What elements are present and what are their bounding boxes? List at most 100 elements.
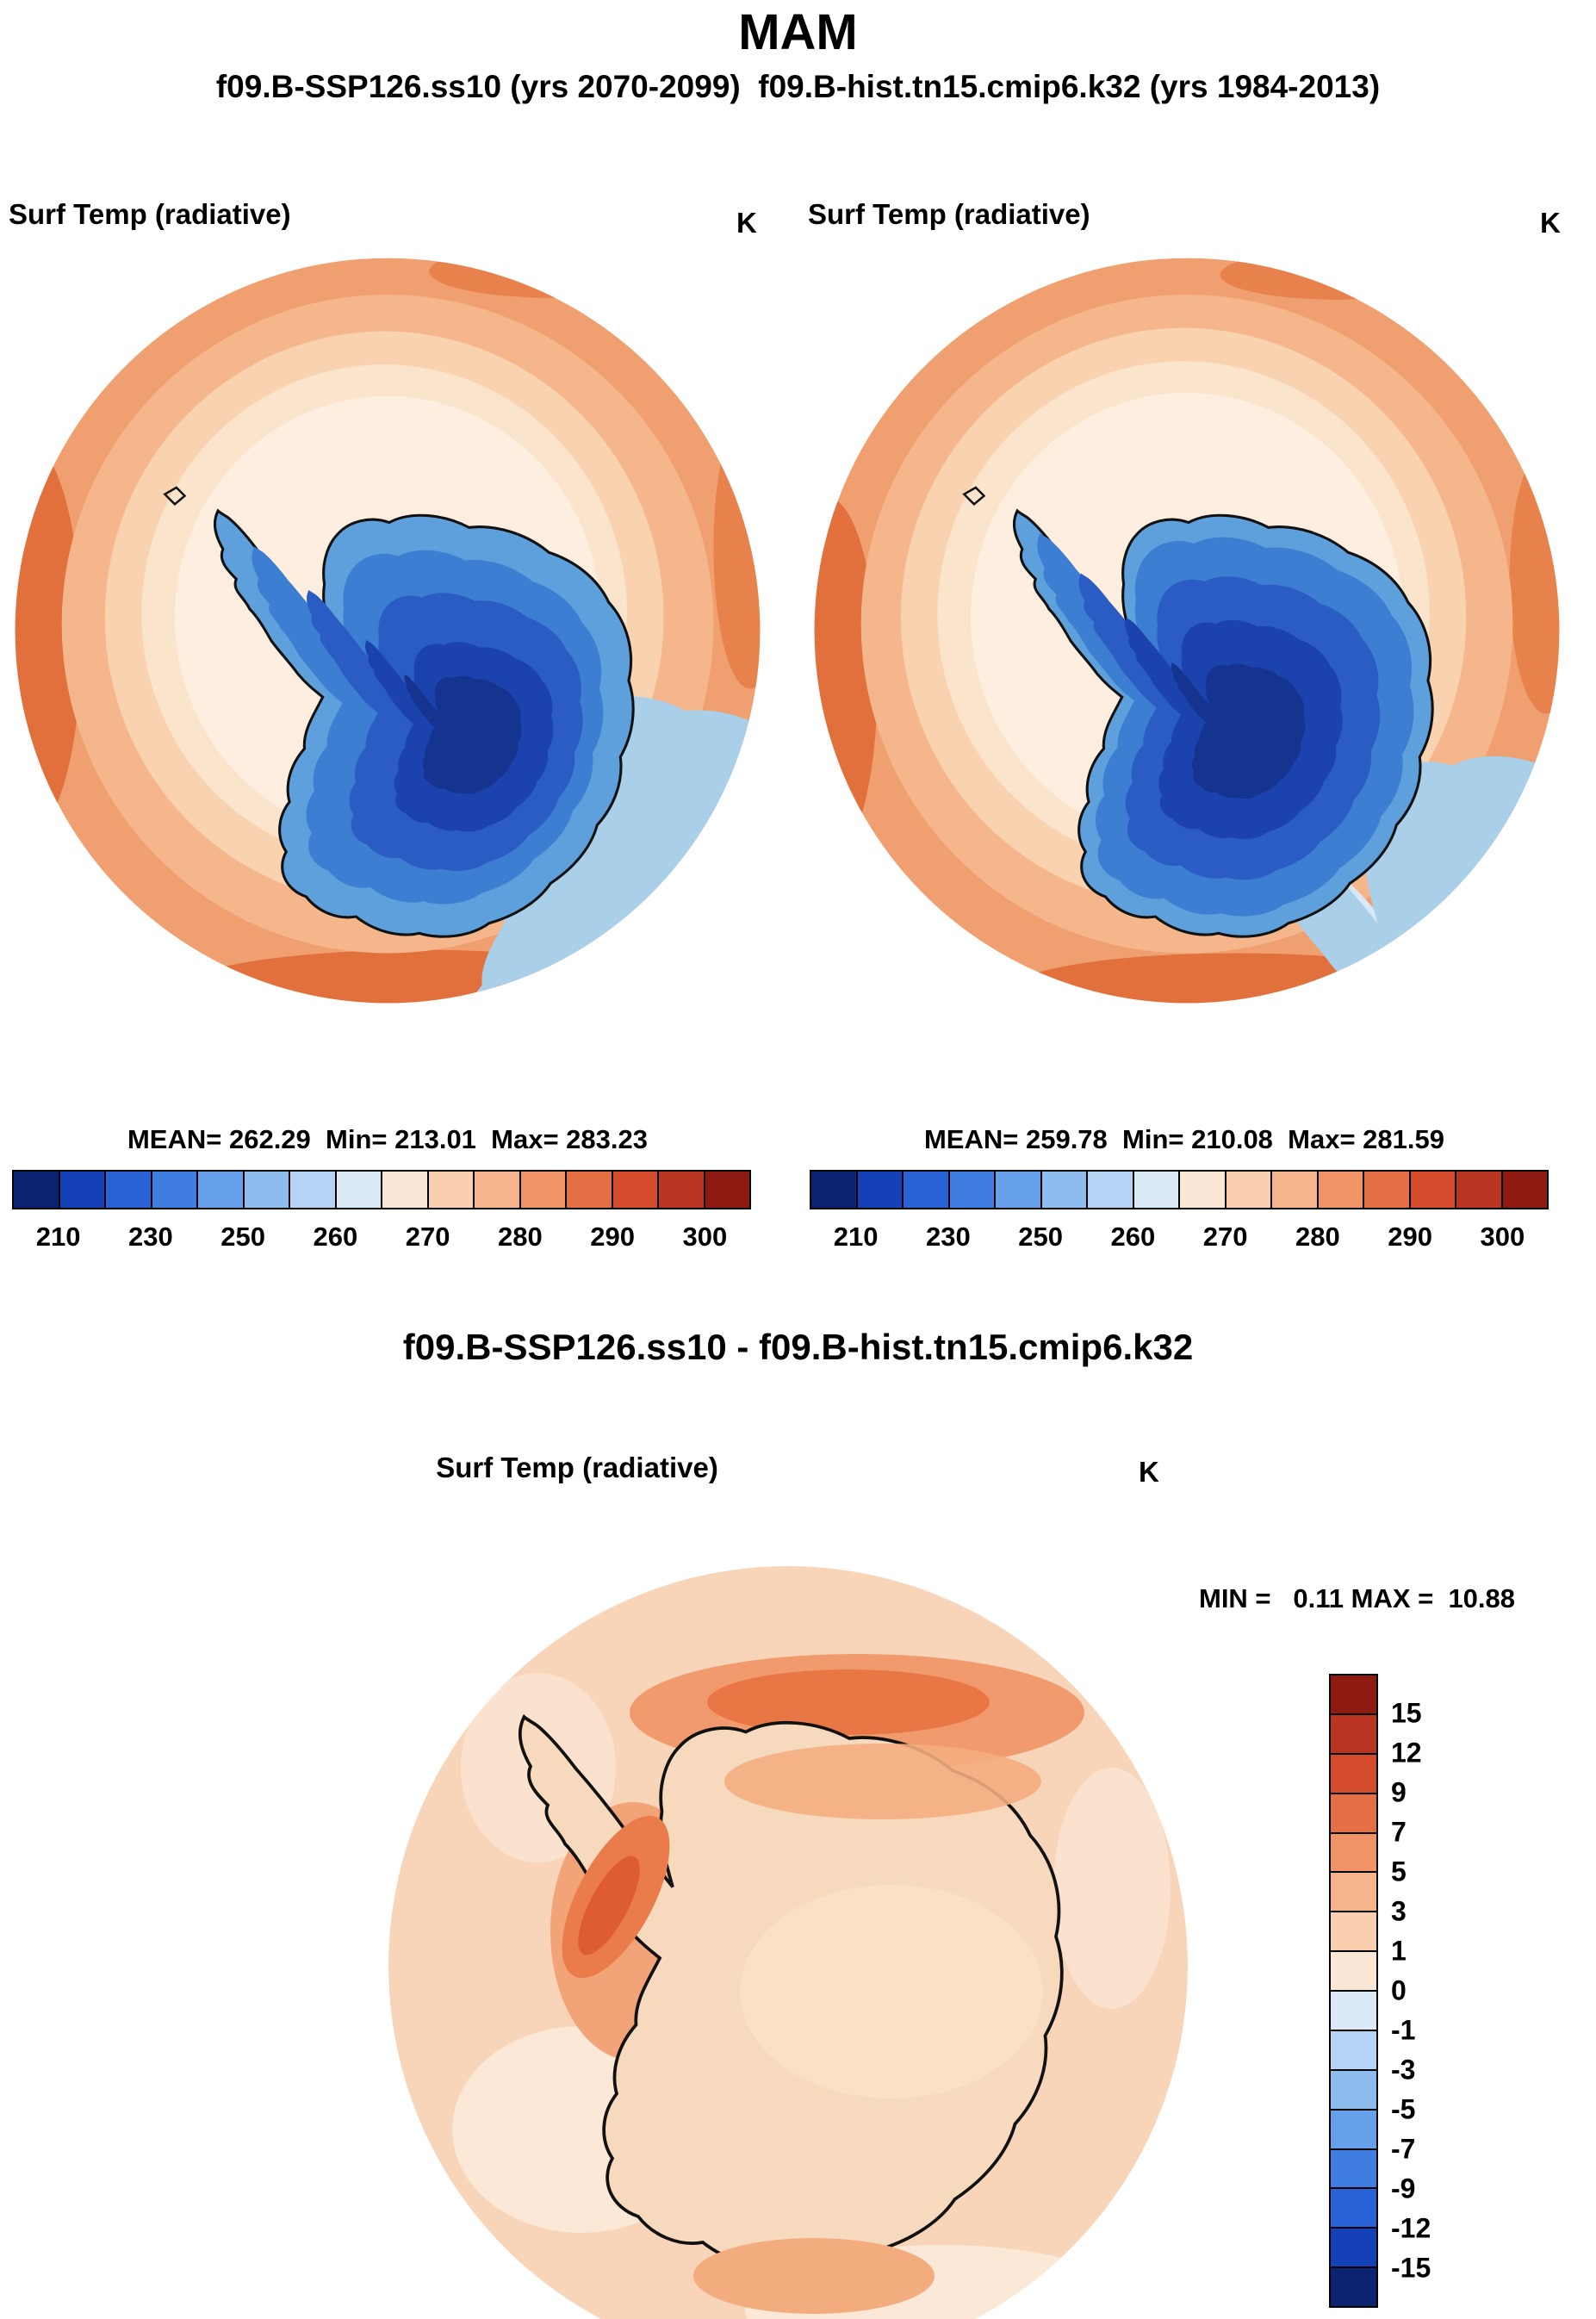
colorbar-tick-label: 230: [926, 1222, 971, 1252]
colorbar-diff: [1329, 1674, 1378, 2308]
island-fragment: [163, 486, 187, 506]
right-panel-stats: MEAN= 259.78 Min= 210.08 Max= 281.59: [923, 1124, 1444, 1154]
diff-panel-variable-label: Surf Temp (radiative): [436, 1452, 718, 1483]
colorbar-cell: [14, 1172, 59, 1208]
colorbar-cell: [611, 1172, 657, 1208]
diff-panel-stats: MIN = 0.11 MAX = 10.88: [1199, 1583, 1516, 1613]
colorbar-cell: [1316, 1172, 1363, 1208]
colorbar-cell: [1224, 1172, 1270, 1208]
colorbar-tick-label: -7: [1391, 2133, 1416, 2165]
colorbar-diff-ticks: 15 12 9 7 5 3 1 0 -1 -3 -5 -7 -9 -12 -15: [1391, 1674, 1469, 2308]
colorbar-cell: [1455, 1172, 1501, 1208]
colorbar-cell: [1331, 1950, 1376, 1990]
map-right-surf-temp: [814, 258, 1560, 1004]
colorbar-tick-label: 210: [35, 1222, 81, 1252]
colorbar-cell: [657, 1172, 704, 1208]
colorbar-tick-label: 260: [313, 1222, 358, 1252]
colorbar-cell: [1040, 1172, 1086, 1208]
colorbar-cell: [334, 1172, 381, 1208]
colorbar-cell: [811, 1172, 856, 1208]
colorbar-cell: [381, 1172, 427, 1208]
colorbar-cell: [1331, 2068, 1376, 2109]
colorbar-cell: [1132, 1172, 1178, 1208]
colorbar-tick-label: 300: [682, 1222, 728, 1252]
colorbar-tick-label: 1: [1391, 1935, 1407, 1967]
colorbar-tick-label: -9: [1391, 2173, 1416, 2204]
colorbar-tick-label: 0: [1391, 1974, 1407, 2006]
colorbar-cell: [1331, 1752, 1376, 1793]
colorbar-cell: [1178, 1172, 1225, 1208]
colorbar-cell: [1331, 2108, 1376, 2148]
colorbar-tick-label: 5: [1391, 1856, 1407, 1887]
colorbar-cell: [1331, 1676, 1376, 1713]
colorbar-cell: [1331, 1713, 1376, 1753]
right-panel-units: K: [1540, 207, 1561, 239]
map-diff-surf-temp: [388, 1566, 1188, 2319]
colorbar-cell: [1363, 1172, 1409, 1208]
colorbar-cell: [1331, 2227, 1376, 2267]
colorbar-cell: [1086, 1172, 1133, 1208]
colorbar-tick-label: -12: [1391, 2212, 1431, 2244]
colorbar-cell: [1331, 1792, 1376, 1832]
colorbar-tick-label: 270: [405, 1222, 450, 1252]
colorbar-right-ticks: 210 230 250 260 270 280 290 300: [810, 1216, 1549, 1254]
colorbar-cell: [1331, 2148, 1376, 2188]
island-fragment: [962, 486, 986, 506]
map-left-surf-temp: [15, 258, 761, 1004]
colorbar-tick-label: 260: [1110, 1222, 1156, 1252]
colorbar-cell: [947, 1172, 994, 1208]
colorbar-left: [12, 1170, 751, 1209]
colorbar-cell: [994, 1172, 1040, 1208]
colorbar-cell: [565, 1172, 612, 1208]
colorbar-cell: [1331, 1871, 1376, 1912]
colorbar-tick-label: 250: [1018, 1222, 1063, 1252]
colorbar-cell: [426, 1172, 473, 1208]
map-diff-container: [375, 1561, 1202, 2319]
colorbar-cell: [196, 1172, 243, 1208]
colorbar-tick-label: -5: [1391, 2093, 1416, 2125]
colorbar-cell: [150, 1172, 196, 1208]
colorbar-tick-label: 290: [590, 1222, 635, 1252]
colorbar-tick-label: -1: [1391, 2014, 1416, 2046]
left-panel-units: K: [736, 207, 757, 239]
colorbar-cell: [703, 1172, 749, 1208]
colorbar-cell: [58, 1172, 104, 1208]
colorbar-cell: [242, 1172, 289, 1208]
colorbar-cell: [1331, 1990, 1376, 2030]
colorbar-tick-label: -15: [1391, 2252, 1431, 2284]
colorbar-tick-label: 230: [128, 1222, 173, 1252]
colorbar-tick-label: -3: [1391, 2054, 1416, 2086]
colorbar-tick-label: 210: [833, 1222, 879, 1252]
run-names-subtitle: f09.B-SSP126.ss10 (yrs 2070-2099) f09.B-…: [215, 69, 1381, 104]
diff-panel-units: K: [1139, 1456, 1159, 1488]
colorbar-cell: [1331, 1911, 1376, 1951]
difference-title: f09.B-SSP126.ss10 - f09.B-hist.tn15.cmip…: [402, 1327, 1194, 1367]
colorbar-tick-label: 280: [1295, 1222, 1340, 1252]
right-panel-variable-label: Surf Temp (radiative): [808, 198, 1090, 230]
colorbar-tick-label: 12: [1391, 1737, 1422, 1769]
left-panel-stats: MEAN= 262.29 Min= 213.01 Max= 283.23: [127, 1124, 648, 1154]
colorbar-cell: [855, 1172, 902, 1208]
colorbar-tick-label: 300: [1480, 1222, 1525, 1252]
left-panel-variable-label: Surf Temp (radiative): [9, 198, 291, 230]
colorbar-cell: [1331, 2029, 1376, 2069]
colorbar-cell: [1331, 2187, 1376, 2228]
colorbar-right: [810, 1170, 1549, 1209]
colorbar-left-ticks: 210 230 250 260 270 280 290 300: [12, 1216, 751, 1254]
colorbar-cell: [1331, 1831, 1376, 1872]
colorbar-cell: [104, 1172, 151, 1208]
colorbar-cell: [473, 1172, 519, 1208]
colorbar-cell: [902, 1172, 948, 1208]
colorbar-tick-label: 270: [1202, 1222, 1248, 1252]
colorbar-tick-label: 15: [1391, 1697, 1422, 1729]
colorbar-tick-label: 9: [1391, 1776, 1407, 1808]
colorbar-cell: [1331, 2266, 1376, 2306]
colorbar-cell: [1408, 1172, 1455, 1208]
colorbar-cell: [1270, 1172, 1317, 1208]
colorbar-tick-label: 250: [220, 1222, 265, 1252]
colorbar-tick-label: 280: [498, 1222, 543, 1252]
colorbar-tick-label: 7: [1391, 1816, 1407, 1848]
colorbar-cell: [289, 1172, 335, 1208]
colorbar-tick-label: 290: [1388, 1222, 1432, 1252]
page-title: MAM: [738, 4, 858, 60]
